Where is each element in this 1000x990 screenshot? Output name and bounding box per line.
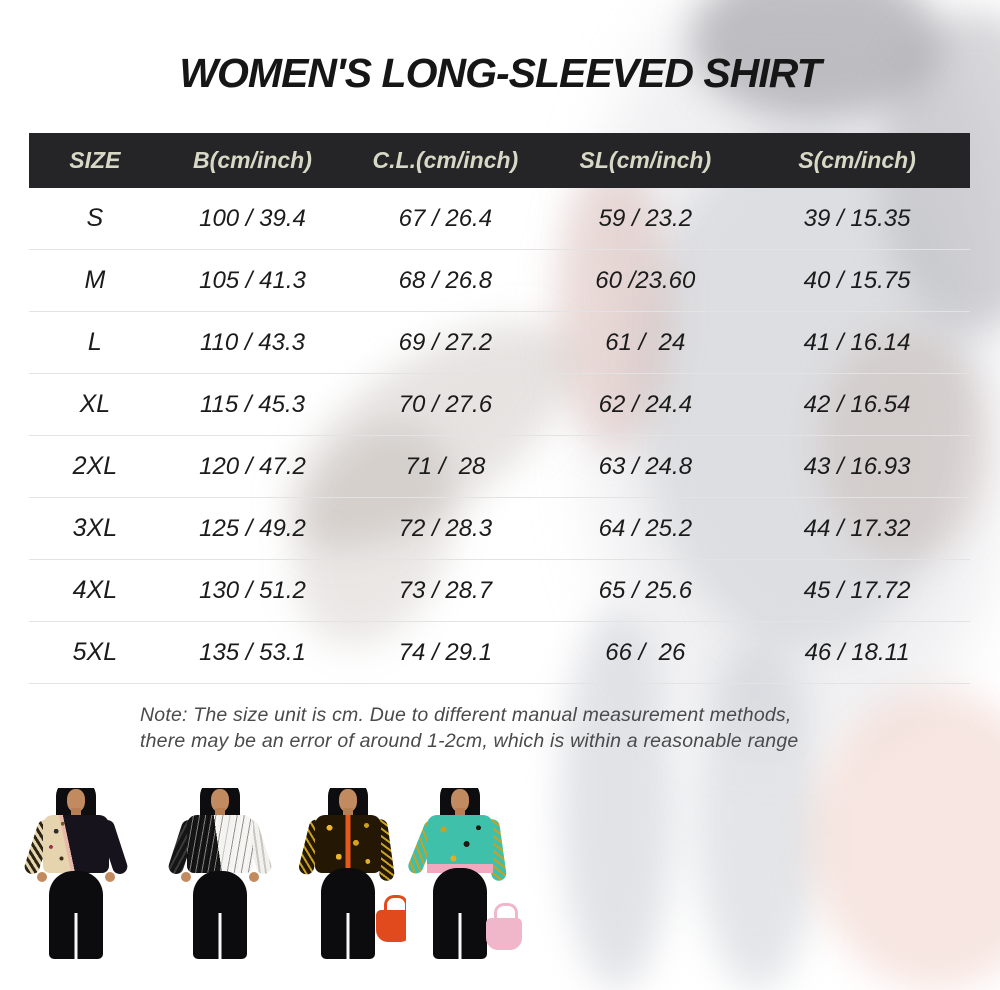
sleeve-length-cell: 64 / 25.2 [598,514,693,542]
center-length-cell: 71 / 28 [405,452,486,480]
center-length-cell: 72 / 28.3 [398,514,493,542]
sleeve-length-cell: 61 / 24 [605,328,686,356]
backdrop-pink-glow [810,690,1000,990]
shirt-graphic [315,815,381,873]
size-table: SIZE B(cm/inch) C.L.(cm/inch) SL(cm/inch… [29,133,970,684]
sleeve-length-cell: 62 / 24.4 [598,390,693,418]
table-row: 4XL 130 / 51.2 73 / 28.7 65 / 25.6 45 / … [29,560,970,622]
sleeve-length-cell: 59 / 23.2 [598,204,693,232]
model-neck [343,808,353,817]
product-photo-gold-baroque [292,788,422,959]
bust-cell: 100 / 39.4 [199,204,306,232]
center-length-cell: 68 / 26.8 [398,266,493,294]
header-cell-center-length: C.L.(cm/inch) [372,147,519,173]
product-photo-chain-print [4,788,148,959]
size-cell: L [87,328,102,356]
note-line-1: Note: The size unit is cm. Due to differ… [140,704,792,726]
bust-cell: 125 / 49.2 [199,514,306,542]
center-length-cell: 67 / 26.4 [398,204,493,232]
product-photo-teal-baroque [406,788,528,959]
pants-graphic [433,868,487,959]
table-row: S 100 / 39.4 67 / 26.4 59 / 23.2 39 / 15… [29,188,970,250]
bust-cell: 130 / 51.2 [199,576,306,604]
bust-cell: 120 / 47.2 [199,452,306,480]
note-line-2: there may be an error of around 1-2cm, w… [140,730,799,752]
product-photo-strip [0,788,540,959]
size-cell: 2XL [72,452,118,480]
center-length-cell: 74 / 29.1 [398,638,493,666]
shirt-graphic [427,815,493,873]
size-cell: 5XL [72,638,118,666]
shirt-graphic [187,815,253,873]
bust-cell: 135 / 53.1 [199,638,306,666]
table-row: 5XL 135 / 53.1 74 / 29.1 66 / 26 46 / 18… [29,622,970,684]
center-length-cell: 69 / 27.2 [398,328,493,356]
note-text: Note: The size unit is cm. Due to differ… [140,702,798,754]
model-hand-left [181,872,191,882]
table-row: L 110 / 43.3 69 / 27.2 61 / 24 41 / 16.1… [29,312,970,374]
model-face [211,789,229,812]
model-face [339,789,357,812]
model-neck [215,808,225,817]
center-length-cell: 73 / 28.7 [398,576,493,604]
shoulder-cell: 43 / 16.93 [803,452,911,480]
shoulder-cell: 45 / 17.72 [803,576,911,604]
size-cell: 4XL [72,576,118,604]
bust-cell: 105 / 41.3 [199,266,306,294]
table-row: XL 115 / 45.3 70 / 27.6 62 / 24.4 42 / 1… [29,374,970,436]
model-neck [455,808,465,817]
backdrop-leg-right [695,640,820,990]
size-cell: M [84,266,106,294]
center-length-cell: 70 / 27.6 [398,390,493,418]
header-cell-bust: B(cm/inch) [193,147,312,173]
bust-cell: 115 / 45.3 [199,390,305,418]
pants-graphic [321,868,375,959]
model-face [451,789,469,812]
shoulder-cell: 46 / 18.11 [804,638,910,666]
pink-handbag-graphic [486,903,522,950]
product-photo-letter-print [150,788,290,959]
table-header-row: SIZE B(cm/inch) C.L.(cm/inch) SL(cm/inch… [29,133,970,188]
size-cell: XL [79,390,111,418]
size-cell: S [86,204,104,232]
shoulder-cell: 42 / 16.54 [803,390,911,418]
header-cell-size: SIZE [69,147,121,173]
pants-graphic [49,871,103,959]
model-hand-left [37,872,47,882]
pants-graphic [193,871,247,959]
sleeve-length-cell: 63 / 24.8 [598,452,693,480]
size-cell: 3XL [72,514,118,542]
model-hand-right [105,872,115,882]
shoulder-cell: 41 / 16.14 [803,328,911,356]
table-row: M 105 / 41.3 68 / 26.8 60 /23.60 40 / 15… [29,250,970,312]
shirt-graphic [43,815,109,873]
page-title: WOMEN'S LONG-SLEEVED SHIRT [179,50,821,96]
model-face [67,789,85,812]
shoulder-cell: 40 / 15.75 [803,266,911,294]
header-cell-shoulder: S(cm/inch) [798,147,916,173]
model-neck [71,808,81,817]
table-row: 3XL 125 / 49.2 72 / 28.3 64 / 25.2 44 / … [29,498,970,560]
shoulder-cell: 39 / 15.35 [803,204,911,232]
header-cell-sleeve-length: SL(cm/inch) [579,147,712,173]
sleeve-length-cell: 66 / 26 [605,638,686,666]
sleeve-length-cell: 65 / 25.6 [598,576,693,604]
model-hand-right [249,872,259,882]
table-row: 2XL 120 / 47.2 71 / 28 63 / 24.8 43 / 16… [29,436,970,498]
sleeve-length-cell: 60 /23.60 [595,266,696,294]
bust-cell: 110 / 43.3 [199,328,305,356]
shoulder-cell: 44 / 17.32 [803,514,911,542]
